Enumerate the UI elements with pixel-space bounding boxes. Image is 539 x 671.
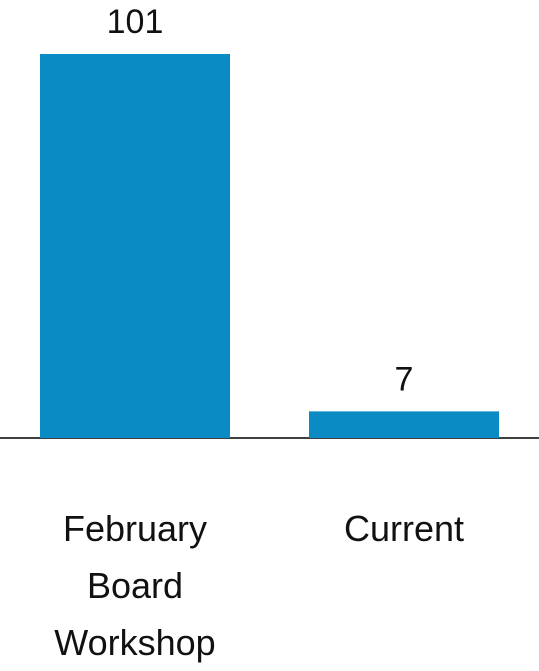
category-label: Current — [343, 508, 465, 549]
value-label: 101 — [107, 3, 164, 41]
bar — [40, 54, 230, 438]
category-label: February Board Workshop — [54, 508, 216, 663]
bar — [309, 411, 499, 438]
value-label: 7 — [395, 360, 414, 398]
